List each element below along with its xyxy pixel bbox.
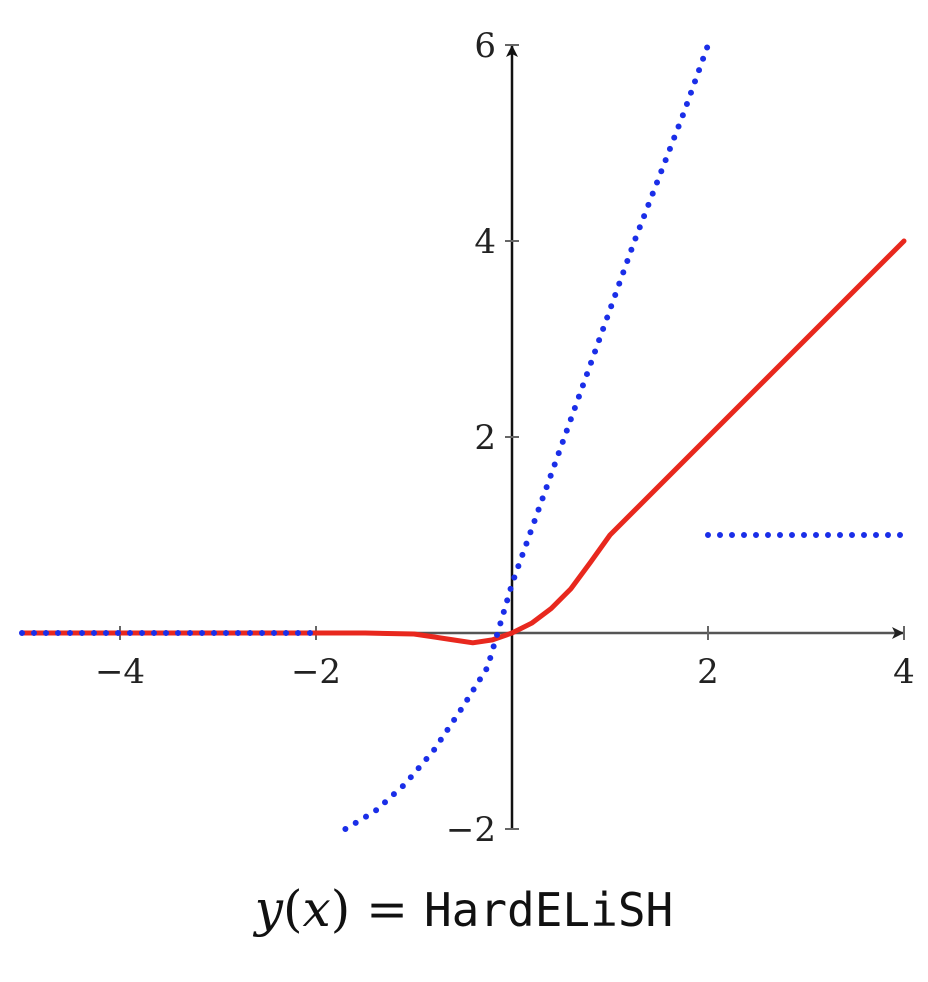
caption-open-paren: (: [283, 880, 303, 938]
x-tick-label: −2: [291, 652, 341, 692]
plot-series: [19, 42, 907, 832]
x-tick-label: 2: [697, 652, 719, 692]
caption-x: x: [302, 880, 331, 938]
y-axis-arrow: [506, 45, 518, 57]
solid-series-line: [19, 238, 907, 646]
y-tick-label: 6: [474, 26, 496, 66]
caption-close-paren-eq: ) =: [330, 880, 424, 938]
x-tick-label: 4: [893, 652, 915, 692]
chart: −4 −2 2 4 −2 2 4 6: [19, 26, 915, 850]
y-tick-label: 2: [474, 418, 496, 458]
caption-y: y: [254, 880, 284, 938]
dotted-series-line: [19, 42, 711, 832]
chart-caption: y(x) = HardELiSH: [0, 880, 928, 938]
y-tick-label: −2: [446, 810, 496, 850]
caption-function-name: HardELiSH: [423, 883, 674, 937]
x-axis-arrow: [892, 627, 904, 639]
y-tick-label: 4: [474, 222, 496, 262]
x-tick-label: −4: [95, 652, 145, 692]
ticks: −4 −2 2 4 −2 2 4 6: [95, 26, 915, 850]
